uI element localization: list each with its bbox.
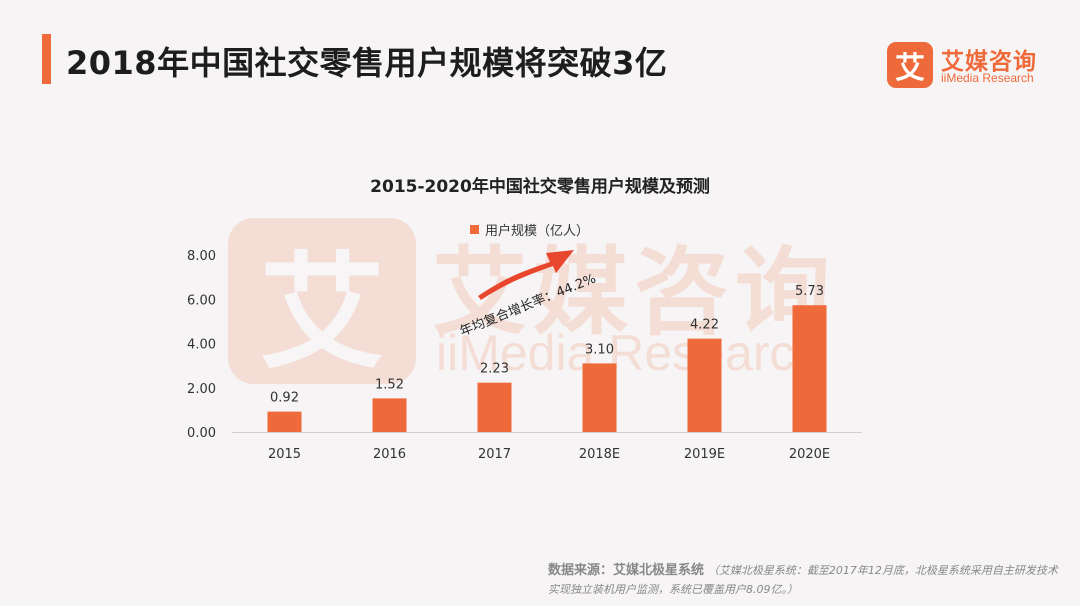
growth-arrow xyxy=(478,250,574,300)
data-label: 2.23 xyxy=(480,362,509,377)
source-label: 数据来源：艾媒北极星系统 xyxy=(548,563,705,578)
logo-text-cn: 艾媒咨询 xyxy=(941,49,1037,75)
y-tick-label: 8.00 xyxy=(187,249,216,264)
y-tick-label: 0.00 xyxy=(187,426,216,441)
x-tick-label: 2017 xyxy=(478,447,511,462)
bar xyxy=(792,305,827,432)
bar xyxy=(687,338,722,432)
chart-title: 2015-2020年中国社交零售用户规模及预测 xyxy=(370,177,710,197)
page-title: 2018年中国社交零售用户规模将突破3亿 xyxy=(66,44,668,82)
data-source: 数据来源：艾媒北极星系统 （艾媒北极星系统：截至2017年12月底，北极星系统采… xyxy=(548,561,1058,599)
bar xyxy=(582,363,617,432)
bar xyxy=(477,382,512,432)
title-accent-bar xyxy=(42,34,51,84)
x-tick-label: 2019E xyxy=(684,447,725,462)
bar xyxy=(267,411,302,432)
growth-annotation: 年均复合增长率：44.2% xyxy=(458,270,599,339)
x-tick-label: 2020E xyxy=(789,447,830,462)
legend-label: 用户规模（亿人） xyxy=(485,224,590,239)
data-label: 4.22 xyxy=(690,318,719,333)
x-tick-label: 2016 xyxy=(373,447,406,462)
y-tick-label: 6.00 xyxy=(187,293,216,308)
legend-swatch xyxy=(470,225,479,234)
bar xyxy=(372,398,407,432)
y-tick-label: 4.00 xyxy=(187,338,216,353)
x-tick-label: 2015 xyxy=(268,447,301,462)
brand-logo: 艾 艾媒咨询 iiMedia Research xyxy=(887,42,1062,88)
data-label: 1.52 xyxy=(375,377,404,392)
data-label: 0.92 xyxy=(270,391,299,406)
chart-legend: 用户规模（亿人） xyxy=(470,220,589,239)
y-tick-label: 2.00 xyxy=(187,382,216,397)
logo-mark: 艾 xyxy=(887,42,933,88)
data-label: 5.73 xyxy=(795,284,824,299)
data-label: 3.10 xyxy=(585,342,614,357)
x-tick-label: 2018E xyxy=(579,447,620,462)
source-note: （艾媒北极星系统：截至2017年12月底，北极星系统采用自主研发技术实现独立装机… xyxy=(548,564,1058,596)
logo-text-en: iiMedia Research xyxy=(941,71,1034,85)
